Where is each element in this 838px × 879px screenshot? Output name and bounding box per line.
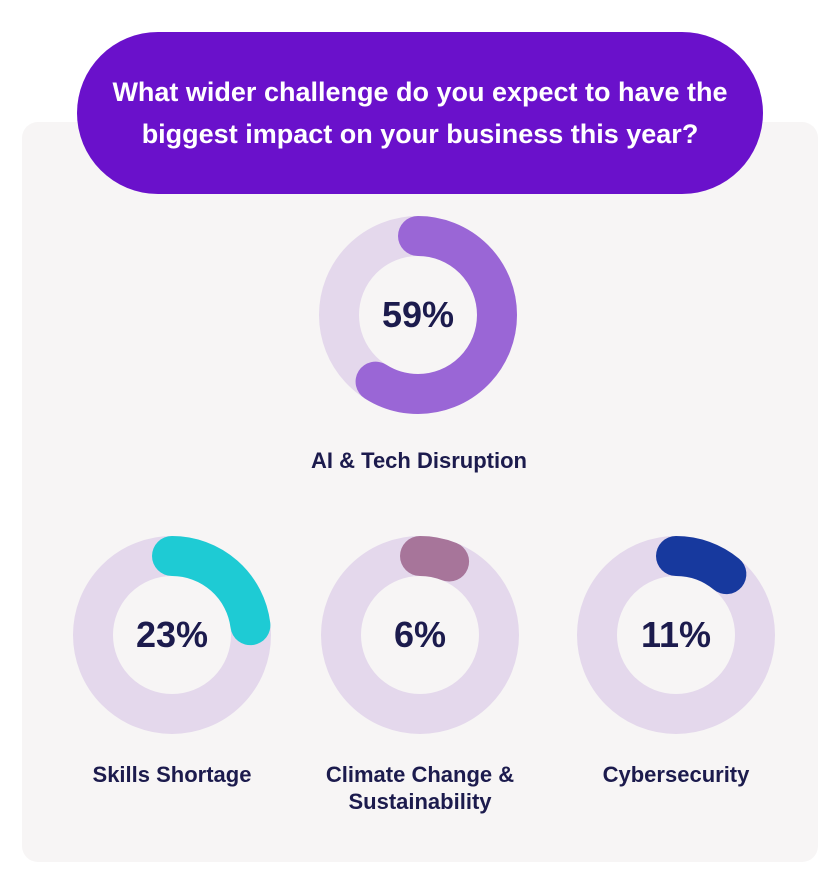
category-label: AI & Tech Disruption [311, 448, 527, 473]
category-label: Climate Change & Sustainability [325, 762, 515, 814]
donut-svg [577, 536, 775, 734]
donut-value-arc [321, 536, 519, 734]
donut-svg [319, 216, 517, 414]
donut-cybersecurity: 11% [577, 536, 775, 734]
chart-title: What wider challenge do you expect to ha… [112, 77, 728, 149]
donut-value-arc [73, 536, 271, 734]
donut-ai-tech-disruption: 59% [319, 216, 517, 414]
donut-svg [73, 536, 271, 734]
value-label: 59% [381, 294, 455, 335]
donut-skills-shortage: 23% [73, 536, 271, 734]
donut-value-arc [577, 536, 775, 734]
category-label: Skills Shortage [92, 762, 252, 787]
title-banner: What wider challenge do you expect to ha… [77, 32, 763, 194]
value-label: 6% [393, 614, 447, 655]
value-label: 23% [135, 614, 209, 655]
value-label: 11% [640, 614, 712, 655]
donut-climate-change: 6% [321, 536, 519, 734]
category-label: Cybersecurity [602, 762, 750, 787]
donut-value-arc [319, 216, 517, 414]
donut-svg [321, 536, 519, 734]
